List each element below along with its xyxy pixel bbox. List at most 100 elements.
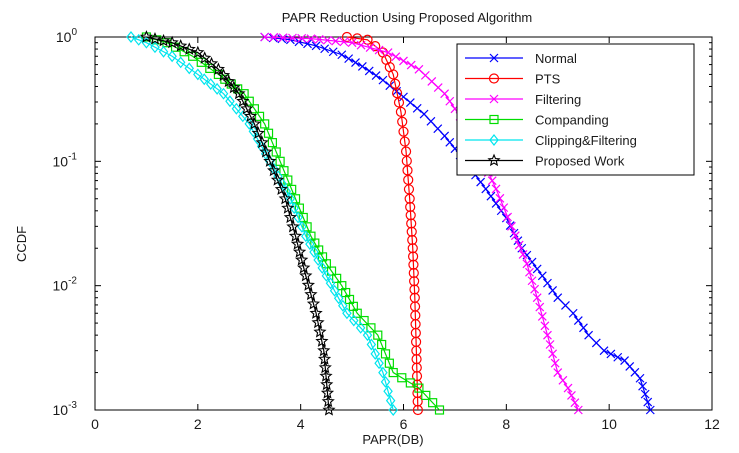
data-point — [535, 302, 545, 312]
data-point — [406, 218, 417, 229]
data-point — [326, 266, 337, 276]
data-point — [305, 238, 315, 251]
data-point — [352, 33, 363, 44]
data-point — [294, 203, 304, 213]
data-point — [388, 367, 398, 378]
data-point — [553, 293, 563, 303]
data-point — [333, 292, 344, 305]
data-point — [635, 373, 645, 383]
data-point — [397, 373, 407, 383]
legend-swatch-marker — [489, 94, 499, 104]
data-point — [407, 234, 418, 246]
data-point — [225, 95, 235, 108]
legend-label: Filtering — [535, 92, 581, 107]
data-point — [274, 182, 288, 196]
x-tick-label: 6 — [400, 416, 408, 432]
data-point — [409, 276, 420, 287]
data-point — [491, 199, 501, 208]
data-point — [243, 109, 258, 122]
data-point — [640, 389, 650, 399]
data-point — [553, 368, 563, 377]
data-point — [317, 352, 332, 365]
data-point — [167, 50, 177, 63]
data-point — [409, 284, 420, 295]
data-point — [218, 87, 229, 100]
data-point — [481, 184, 491, 194]
data-point — [254, 111, 265, 121]
legend-label: PTS — [535, 72, 561, 87]
data-point — [407, 243, 418, 254]
data-point — [247, 116, 261, 130]
data-point — [405, 98, 415, 108]
data-point — [518, 249, 528, 259]
data-point — [421, 390, 431, 401]
data-point — [405, 201, 416, 213]
data-point — [277, 177, 287, 190]
y-tick-label: 10-1 — [53, 151, 78, 169]
data-point — [527, 276, 537, 286]
data-point — [374, 357, 384, 370]
y-tick-exponent: -2 — [68, 276, 77, 287]
data-point — [269, 32, 279, 42]
data-point — [349, 314, 359, 327]
data-point — [390, 78, 401, 89]
y-tick-base: 10 — [53, 278, 69, 294]
chart-title: PAPR Reduction Using Proposed Algorithm — [282, 10, 533, 25]
data-point — [286, 219, 300, 233]
legend-label: Proposed Work — [535, 154, 625, 169]
data-point — [537, 271, 547, 281]
data-point — [339, 37, 349, 47]
data-point — [251, 126, 265, 139]
data-point — [397, 116, 408, 127]
data-point — [543, 330, 552, 340]
data-point — [405, 210, 416, 221]
data-point — [313, 254, 323, 266]
data-point — [406, 60, 416, 70]
data-point — [405, 378, 415, 388]
data-point — [288, 229, 303, 242]
data-point — [290, 237, 305, 250]
x-tick-label: 2 — [194, 416, 202, 432]
data-point — [150, 41, 160, 54]
data-point — [337, 50, 347, 60]
data-point — [328, 47, 338, 57]
data-point — [174, 39, 188, 52]
data-point — [240, 101, 254, 115]
data-point — [380, 349, 391, 359]
data-point — [395, 106, 407, 117]
data-point — [440, 89, 450, 99]
legend-item-pts: PTS — [465, 72, 561, 87]
x-tick-label: 10 — [601, 416, 617, 432]
data-point — [419, 109, 429, 119]
data-point — [301, 278, 315, 291]
legend-swatch-marker — [487, 153, 501, 167]
data-point — [297, 260, 311, 274]
data-point — [548, 285, 558, 295]
data-point — [315, 334, 329, 347]
data-point — [338, 299, 348, 312]
data-point — [364, 66, 374, 76]
data-point — [287, 184, 297, 195]
data-point — [643, 397, 653, 407]
data-point — [321, 394, 335, 408]
data-point — [260, 32, 270, 42]
legend-swatch-marker — [488, 73, 500, 84]
data-point — [314, 35, 324, 44]
data-point — [366, 338, 377, 351]
data-point — [322, 35, 332, 45]
data-point — [182, 42, 196, 55]
data-point — [399, 56, 408, 66]
data-point — [148, 31, 162, 45]
data-point — [388, 404, 398, 416]
data-point — [283, 210, 297, 224]
data-point — [325, 277, 336, 290]
x-tick-label: 8 — [502, 416, 510, 432]
data-point — [388, 69, 399, 80]
data-point — [175, 56, 186, 69]
data-point — [532, 264, 542, 274]
data-point — [445, 137, 455, 147]
y-tick-exponent: -1 — [68, 151, 77, 162]
data-point — [165, 35, 179, 49]
legend-item-clipping-filtering: Clipping&Filtering — [465, 133, 637, 148]
